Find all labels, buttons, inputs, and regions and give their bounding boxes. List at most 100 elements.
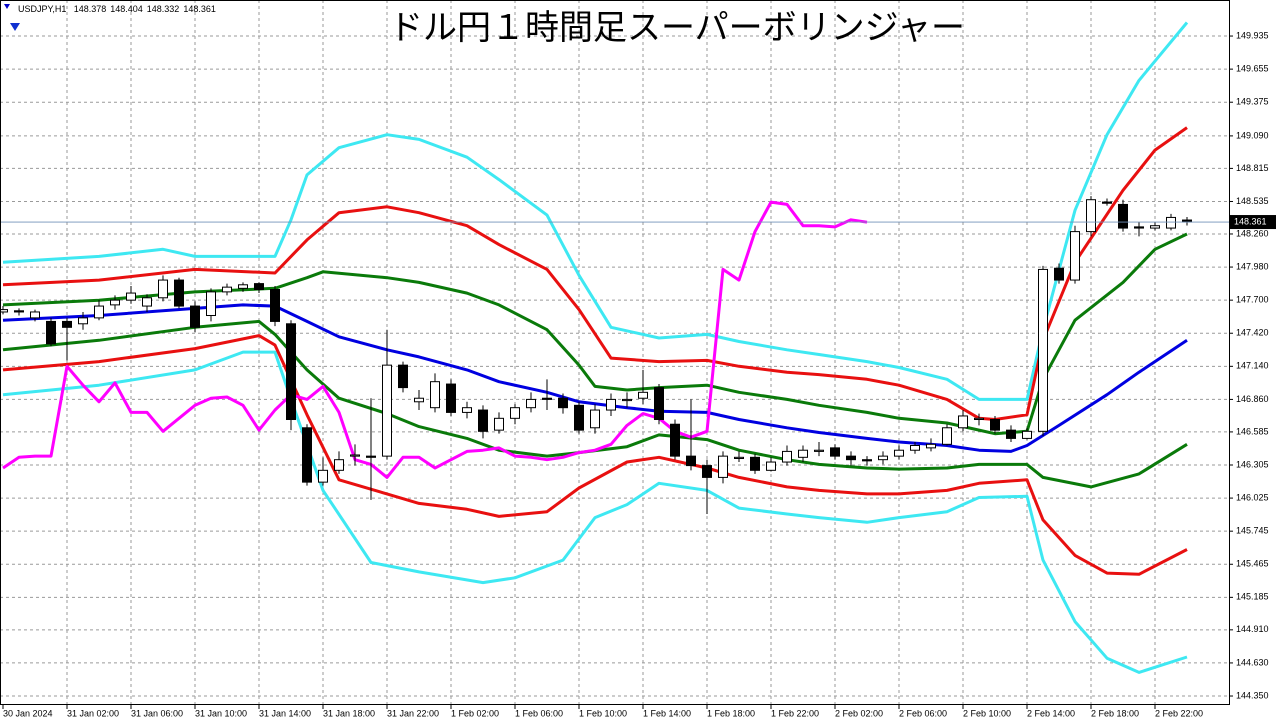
candle-body — [654, 387, 664, 421]
candle-body — [974, 417, 984, 421]
x-tick-label: 1 Feb 10:00 — [579, 708, 627, 718]
candle-body — [686, 455, 696, 467]
y-tick-label: 147.140 — [1236, 361, 1269, 371]
candle-body — [846, 455, 856, 461]
band-line — [2, 334, 1188, 576]
y-tick-label: 146.025 — [1236, 492, 1269, 502]
band-line — [2, 200, 868, 479]
candle-body — [78, 317, 88, 325]
candle-body — [622, 398, 632, 402]
band-line — [2, 21, 1189, 401]
y-tick-label: 144.630 — [1236, 657, 1269, 667]
candle-body — [254, 283, 264, 291]
candle-body — [1150, 225, 1160, 229]
x-tick-label: 30 Jan 2024 — [3, 708, 53, 718]
candle-body — [14, 310, 24, 313]
x-tick-label: 2 Feb 22:00 — [1155, 708, 1203, 718]
y-tick-label: 145.465 — [1236, 559, 1269, 569]
candle-body — [1038, 268, 1048, 432]
candle-body — [30, 311, 40, 319]
candle-body — [670, 423, 680, 457]
x-tick-label: 2 Feb 10:00 — [963, 708, 1011, 718]
candle-body — [190, 305, 200, 328]
y-tick-label: 149.655 — [1236, 64, 1269, 74]
band-line — [2, 350, 1188, 674]
candle-body — [558, 397, 568, 409]
y-tick-label: 146.585 — [1236, 426, 1269, 436]
candle-body — [814, 449, 824, 452]
candle-body — [446, 383, 456, 413]
y-tick-label: 148.260 — [1236, 228, 1269, 238]
candle-body — [510, 407, 520, 419]
candle-body — [430, 381, 440, 409]
candle-body — [206, 291, 216, 317]
y-tick-label: 146.305 — [1236, 459, 1269, 469]
high-value: 148.404 — [110, 4, 143, 14]
x-tick-label: 1 Feb 22:00 — [771, 708, 819, 718]
x-tick-label: 2 Feb 18:00 — [1091, 708, 1139, 718]
plot — [0, 21, 1229, 674]
candle-body — [174, 279, 184, 307]
candle-body — [302, 427, 312, 483]
y-tick-label: 147.980 — [1236, 261, 1269, 271]
candle-body — [0, 309, 8, 313]
x-tick-label: 1 Feb 18:00 — [707, 708, 755, 718]
candle-body — [270, 289, 280, 322]
candle-body — [942, 427, 952, 445]
price-marker — [1230, 215, 1276, 230]
candle-body — [1070, 231, 1080, 281]
candle-body — [1022, 430, 1032, 439]
candle-body — [542, 397, 552, 400]
symbol: USDJPY,H1 — [18, 4, 66, 14]
candle-body — [222, 286, 232, 293]
candle-body — [718, 455, 728, 478]
candle-body — [414, 397, 424, 403]
candle-body — [526, 398, 536, 409]
candle-body — [1102, 201, 1112, 204]
candle-body — [1054, 267, 1064, 281]
x-tick-label: 1 Feb 14:00 — [643, 708, 691, 718]
candle-body — [990, 419, 1000, 431]
price-label: 148.361 — [1234, 216, 1267, 226]
candle-body — [702, 465, 712, 478]
candle-body — [94, 305, 104, 319]
candle-body — [398, 364, 408, 389]
x-tick-label: 31 Jan 18:00 — [323, 708, 375, 718]
plot-border — [0, 0, 1230, 705]
low-value: 148.332 — [147, 4, 180, 14]
band-line — [2, 232, 1188, 436]
x-tick-label: 2 Feb 14:00 — [1027, 708, 1075, 718]
candle-body — [1006, 429, 1016, 439]
candle-body — [334, 459, 344, 471]
y-tick-label: 148.535 — [1236, 196, 1269, 206]
candle-body — [638, 391, 648, 399]
grid — [0, 0, 1229, 705]
candle-body — [894, 449, 904, 457]
header: USDJPY,H1 148.378 148.404 148.332 148.361 — [18, 4, 216, 14]
candle-body — [750, 456, 760, 471]
x-tick-label: 1 Feb 02:00 — [451, 708, 499, 718]
candle-body — [910, 444, 920, 451]
y-tick-label: 145.745 — [1236, 526, 1269, 536]
candle-body — [382, 364, 392, 457]
x-tick-label: 31 Jan 22:00 — [387, 708, 439, 718]
candle-body — [478, 409, 488, 432]
candle-body — [46, 320, 56, 345]
x-tick-label: 31 Jan 06:00 — [131, 708, 183, 718]
candle-body — [1166, 216, 1176, 229]
x-tick-label: 31 Jan 10:00 — [195, 708, 247, 718]
candle-body — [286, 323, 296, 421]
axis: 149.935 149.655 149.375 149.090 148.815 148.5… — [2, 30, 1276, 718]
x-tick-label: 31 Jan 02:00 — [67, 708, 119, 718]
candle-body — [110, 299, 120, 306]
y-tick-label: 149.375 — [1236, 97, 1269, 107]
y-tick-label: 147.420 — [1236, 328, 1269, 338]
candle-body — [862, 459, 872, 462]
y-tick-label: 144.350 — [1236, 690, 1269, 700]
menu-arrow — [4, 4, 10, 9]
candle-body — [1118, 203, 1128, 229]
y-tick-label: 146.860 — [1236, 394, 1269, 404]
candle-body — [766, 461, 776, 471]
candle-body — [238, 284, 248, 289]
